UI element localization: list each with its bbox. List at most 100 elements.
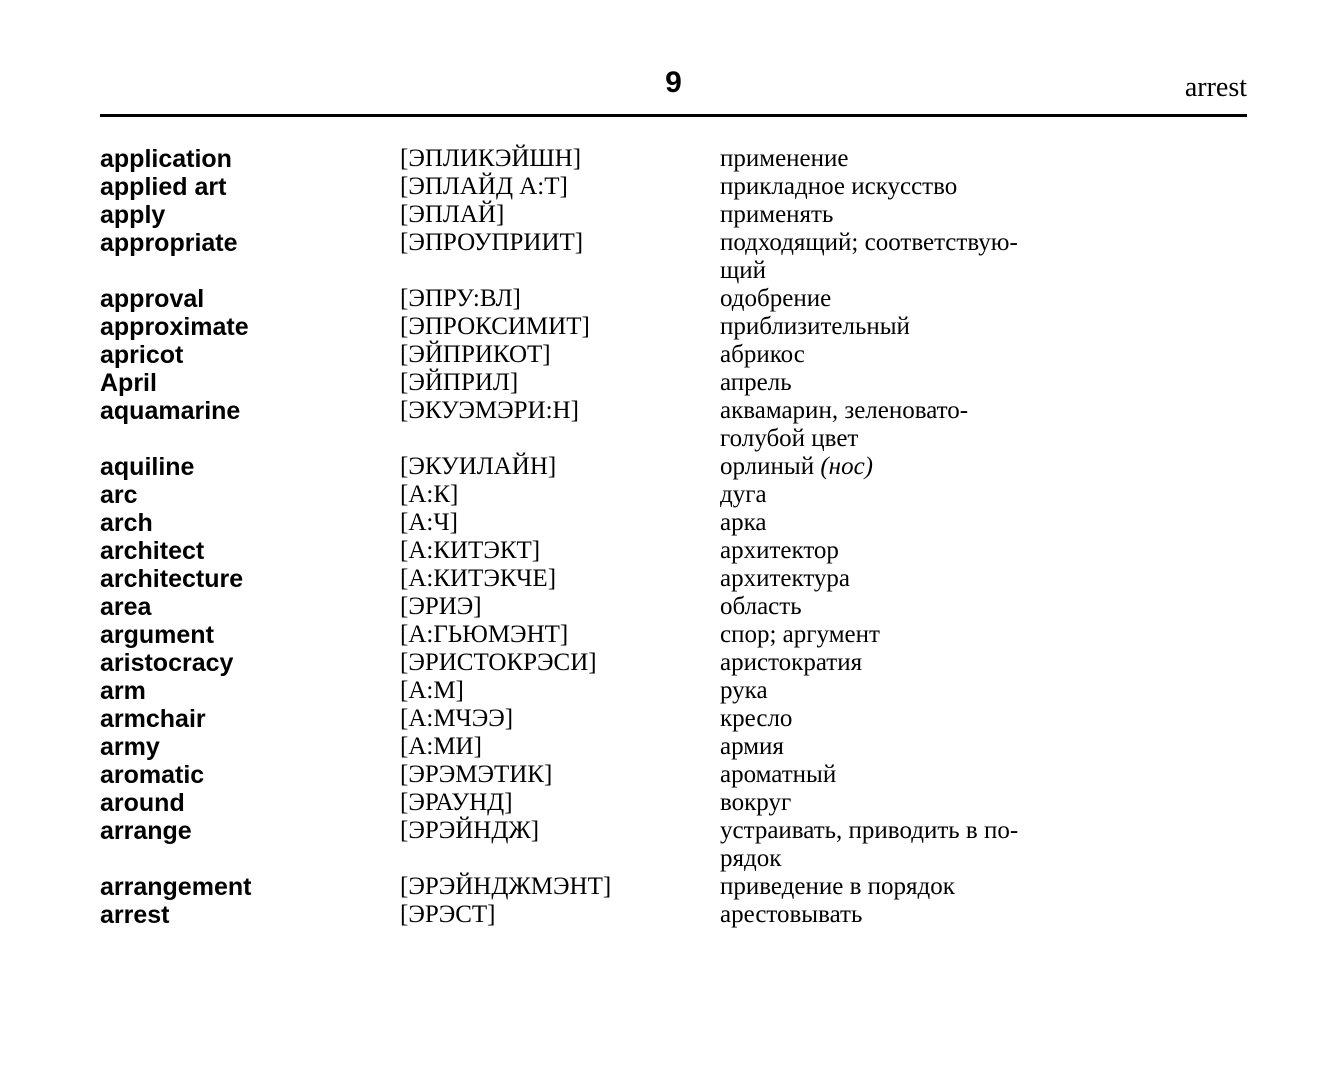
entry-english: arrangement xyxy=(100,873,400,901)
entries-list: application[ЭПЛИКЭЙШН]применениеapplied … xyxy=(100,145,1247,929)
entry-row: architect[А:КИТЭКТ]архитектор xyxy=(100,537,1247,565)
entry-pronunciation: [ЭРЭСТ] xyxy=(400,901,720,929)
entry-pronunciation: [А:Ч] xyxy=(400,509,720,537)
entry-pronunciation: [ЭПЛИКЭЙШН] xyxy=(400,145,720,173)
entry-english: around xyxy=(100,789,400,817)
entry-english: area xyxy=(100,593,400,621)
entry-row: arm[А:М]рука xyxy=(100,677,1247,705)
entry-russian-text: рука xyxy=(720,677,768,704)
entry-row: approximate[ЭПРОКСИМИТ]приблизительный xyxy=(100,313,1247,341)
entry-english: April xyxy=(100,369,400,397)
entry-row: arch[А:Ч]арка xyxy=(100,509,1247,537)
entry-russian: устраивать, приводить в по- рядок xyxy=(720,817,1247,873)
entry-pronunciation: [ЭПЛАЙД А:Т] xyxy=(400,173,720,201)
entry-russian-text: ароматный xyxy=(720,761,836,788)
entry-russian-text: апрель xyxy=(720,369,792,396)
entry-english: applied art xyxy=(100,173,400,201)
entry-russian-text: архитектор xyxy=(720,537,839,564)
entry-russian-text: дуга xyxy=(720,481,767,508)
entry-pronunciation: [ЭПРУ:ВЛ] xyxy=(400,285,720,313)
entry-russian: армия xyxy=(720,733,1247,761)
entry-russian: подходящий; соответствую- щий xyxy=(720,229,1247,285)
entry-pronunciation: [А:КИТЭКЧЕ] xyxy=(400,565,720,593)
entry-russian: применение xyxy=(720,145,1247,173)
entry-russian-text: арка xyxy=(720,509,766,536)
entry-row: armchair[А:МЧЭЭ]кресло xyxy=(100,705,1247,733)
dictionary-page: 9 arrest application[ЭПЛИКЭЙШН]применени… xyxy=(0,0,1337,1080)
entry-russian: вокруг xyxy=(720,789,1247,817)
entry-russian-text: устраивать, приводить в по- рядок xyxy=(720,817,1018,872)
page-header: 9 arrest xyxy=(100,70,1247,117)
entry-russian: кресло xyxy=(720,705,1247,733)
entry-pronunciation: [ЭРИЭ] xyxy=(400,593,720,621)
entry-pronunciation: [А:МЧЭЭ] xyxy=(400,705,720,733)
entry-pronunciation: [ЭКУЭМЭРИ:Н] xyxy=(400,397,720,425)
entry-row: army[А:МИ]армия xyxy=(100,733,1247,761)
entry-pronunciation: [ЭРЭМЭТИК] xyxy=(400,761,720,789)
entry-pronunciation: [А:М] xyxy=(400,677,720,705)
entry-english: aromatic xyxy=(100,761,400,789)
entry-russian-text: аквамарин, зеленовато- голубой цвет xyxy=(720,397,968,452)
entry-english: army xyxy=(100,733,400,761)
entry-russian-text: вокруг xyxy=(720,789,791,816)
entry-russian: прикладное искусство xyxy=(720,173,1247,201)
entry-russian: архитектор xyxy=(720,537,1247,565)
entry-russian: архитектура xyxy=(720,565,1247,593)
entry-russian: орлиный (нос) xyxy=(720,453,1247,481)
entry-pronunciation: [ЭЙПРИЛ] xyxy=(400,369,720,397)
entry-row: aristocracy[ЭРИСТОКРЭСИ]аристократия xyxy=(100,649,1247,677)
page-number: 9 xyxy=(665,66,682,100)
entry-pronunciation: [ЭРЭЙНДЖ] xyxy=(400,817,720,845)
entry-english: arrest xyxy=(100,901,400,929)
entry-pronunciation: [ЭКУИЛАЙН] xyxy=(400,453,720,481)
entry-russian-text: кресло xyxy=(720,705,792,732)
entry-pronunciation: [ЭПЛАЙ] xyxy=(400,201,720,229)
entry-russian: аристократия xyxy=(720,649,1247,677)
entry-row: apply[ЭПЛАЙ]применять xyxy=(100,201,1247,229)
entry-pronunciation: [А:К] xyxy=(400,481,720,509)
entry-english: application xyxy=(100,145,400,173)
entry-row: around[ЭРАУНД]вокруг xyxy=(100,789,1247,817)
entry-row: apricot[ЭЙПРИКОТ]абрикос xyxy=(100,341,1247,369)
entry-pronunciation: [ЭЙПРИКОТ] xyxy=(400,341,720,369)
entry-row: approval[ЭПРУ:ВЛ]одобрение xyxy=(100,285,1247,313)
entry-row: arrange[ЭРЭЙНДЖ]устраивать, приводить в … xyxy=(100,817,1247,873)
entry-pronunciation: [ЭПРОУПРИИТ] xyxy=(400,229,720,257)
entry-russian-text: приблизительный xyxy=(720,313,910,340)
entry-row: arrest[ЭРЭСТ]арестовывать xyxy=(100,901,1247,929)
entry-pronunciation: [ЭРИСТОКРЭСИ] xyxy=(400,649,720,677)
entry-russian-text: абрикос xyxy=(720,341,805,368)
entry-russian-text: аристократия xyxy=(720,649,862,676)
entry-russian-text: область xyxy=(720,593,802,620)
entry-english: architect xyxy=(100,537,400,565)
entry-russian: одобрение xyxy=(720,285,1247,313)
entry-russian-text: одобрение xyxy=(720,285,831,312)
entry-english: approximate xyxy=(100,313,400,341)
entry-english: apply xyxy=(100,201,400,229)
entry-pronunciation: [А:МИ] xyxy=(400,733,720,761)
guide-word: arrest xyxy=(1185,72,1247,104)
entry-english: argument xyxy=(100,621,400,649)
entry-row: aquamarine[ЭКУЭМЭРИ:Н]аквамарин, зеленов… xyxy=(100,397,1247,453)
entry-pronunciation: [А:КИТЭКТ] xyxy=(400,537,720,565)
entry-russian-text: спор; аргумент xyxy=(720,621,880,648)
entry-russian: аквамарин, зеленовато- голубой цвет xyxy=(720,397,1247,453)
entry-row: area[ЭРИЭ]область xyxy=(100,593,1247,621)
entry-russian: приблизительный xyxy=(720,313,1247,341)
entry-english: aquamarine xyxy=(100,397,400,425)
entry-russian: приведение в порядок xyxy=(720,873,1247,901)
entry-russian-text: архитектура xyxy=(720,565,850,592)
entry-row: applied art[ЭПЛАЙД А:Т]прикладное искусс… xyxy=(100,173,1247,201)
entry-row: argument[А:ГЬЮМЭНТ]спор; аргумент xyxy=(100,621,1247,649)
entry-english: aristocracy xyxy=(100,649,400,677)
entry-row: aquiline[ЭКУИЛАЙН]орлиный (нос) xyxy=(100,453,1247,481)
entry-russian: спор; аргумент xyxy=(720,621,1247,649)
entry-russian-italic: (нос) xyxy=(820,453,873,480)
entry-russian-text: применять xyxy=(720,201,833,228)
entry-english: armchair xyxy=(100,705,400,733)
entry-pronunciation: [ЭРЭЙНДЖМЭНТ] xyxy=(400,873,720,901)
entry-russian: арка xyxy=(720,509,1247,537)
entry-pronunciation: [ЭРАУНД] xyxy=(400,789,720,817)
entry-pronunciation: [А:ГЬЮМЭНТ] xyxy=(400,621,720,649)
entry-russian: дуга xyxy=(720,481,1247,509)
